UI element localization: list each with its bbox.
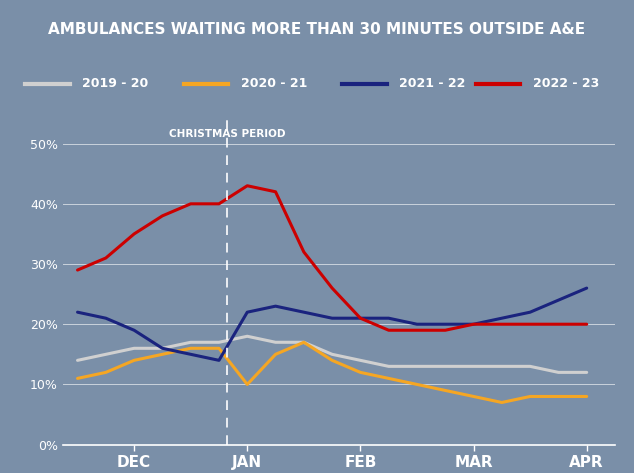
Text: AMBULANCES WAITING MORE THAN 30 MINUTES OUTSIDE A&E: AMBULANCES WAITING MORE THAN 30 MINUTES …	[48, 22, 586, 37]
Text: 2020 - 21: 2020 - 21	[241, 78, 307, 90]
Text: CHRISTMAS PERIOD: CHRISTMAS PERIOD	[169, 129, 286, 139]
Text: 2022 - 23: 2022 - 23	[533, 78, 598, 90]
Text: 2019 - 20: 2019 - 20	[82, 78, 148, 90]
Text: 2021 - 22: 2021 - 22	[399, 78, 466, 90]
